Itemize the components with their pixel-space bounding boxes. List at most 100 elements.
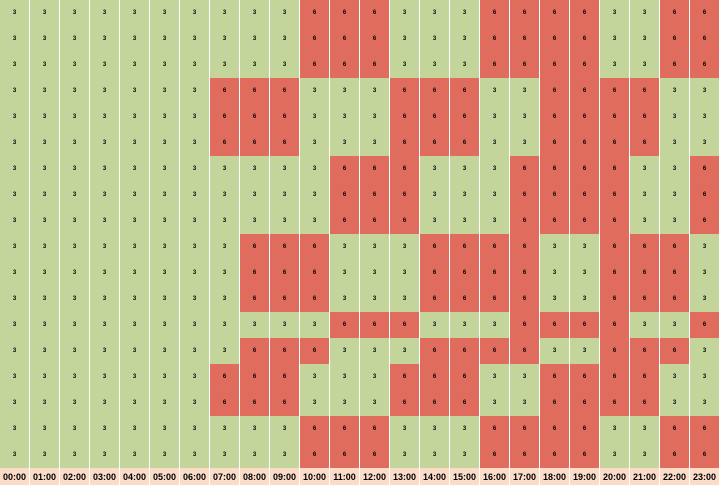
x-tick-label: 02:00 — [60, 468, 90, 485]
heatmap-cell: 6 — [270, 130, 300, 156]
heatmap-cell: 6 — [360, 208, 390, 234]
heatmap-cell: 3 — [60, 442, 90, 468]
heatmap-cell: 3 — [0, 338, 30, 364]
heatmap-cell: 3 — [420, 416, 450, 442]
heatmap-cell: 3 — [270, 0, 300, 26]
heatmap-cell: 3 — [450, 0, 480, 26]
heatmap-cell: 3 — [360, 260, 390, 286]
heatmap-cell: 6 — [660, 26, 690, 52]
heatmap-cell: 3 — [420, 52, 450, 78]
heatmap-cell: 3 — [630, 26, 660, 52]
heatmap-cell: 3 — [660, 390, 690, 416]
heatmap-cell: 3 — [660, 156, 690, 182]
heatmap-cell: 3 — [690, 104, 720, 130]
heatmap-cell: 3 — [30, 416, 60, 442]
heatmap-cell: 3 — [120, 52, 150, 78]
heatmap-cell: 3 — [480, 130, 510, 156]
heatmap-cell: 3 — [390, 442, 420, 468]
heatmap-cell: 3 — [120, 312, 150, 338]
heatmap-cell: 3 — [600, 0, 630, 26]
heatmap-cell: 3 — [660, 130, 690, 156]
heatmap-cell: 3 — [330, 260, 360, 286]
heatmap-cell: 6 — [660, 338, 690, 364]
heatmap-cell: 3 — [30, 338, 60, 364]
heatmap-cell: 6 — [450, 260, 480, 286]
heatmap-cell: 3 — [180, 130, 210, 156]
heatmap-cell: 3 — [330, 364, 360, 390]
heatmap-cell: 6 — [570, 26, 600, 52]
heatmap-cell: 6 — [570, 182, 600, 208]
heatmap-cell: 3 — [150, 182, 180, 208]
heatmap-cell: 3 — [240, 26, 270, 52]
heatmap-cell: 6 — [330, 182, 360, 208]
heatmap-cell: 3 — [90, 78, 120, 104]
heatmap-cell: 6 — [240, 286, 270, 312]
heatmap-cell: 3 — [630, 312, 660, 338]
heatmap-cell: 6 — [390, 156, 420, 182]
heatmap-cell: 6 — [270, 234, 300, 260]
heatmap-cell: 6 — [570, 442, 600, 468]
heatmap-cell: 3 — [300, 182, 330, 208]
heatmap-cell: 6 — [360, 0, 390, 26]
heatmap-cell: 3 — [0, 260, 30, 286]
heatmap-cell: 6 — [270, 260, 300, 286]
heatmap-cell: 3 — [510, 364, 540, 390]
heatmap-cell: 6 — [300, 260, 330, 286]
x-tick-label: 11:00 — [330, 468, 360, 485]
heatmap-cell: 6 — [660, 234, 690, 260]
heatmap-cell: 3 — [270, 52, 300, 78]
heatmap-cell: 3 — [60, 416, 90, 442]
heatmap-cell: 3 — [540, 286, 570, 312]
heatmap-cell: 3 — [300, 390, 330, 416]
heatmap-cell: 6 — [240, 364, 270, 390]
heatmap-cell: 3 — [210, 234, 240, 260]
heatmap-cell: 3 — [450, 312, 480, 338]
heatmap-cell: 6 — [360, 52, 390, 78]
heatmap-cell: 6 — [330, 0, 360, 26]
heatmap-cell: 3 — [630, 182, 660, 208]
heatmap-cell: 3 — [30, 104, 60, 130]
heatmap-cell: 6 — [240, 390, 270, 416]
heatmap-cell: 6 — [630, 130, 660, 156]
heatmap-cell: 3 — [480, 78, 510, 104]
heatmap-cell: 6 — [420, 104, 450, 130]
x-tick-label: 01:00 — [30, 468, 60, 485]
heatmap-cell: 3 — [0, 416, 30, 442]
heatmap-cell: 3 — [90, 286, 120, 312]
heatmap-cell: 6 — [510, 312, 540, 338]
heatmap-cell: 3 — [420, 0, 450, 26]
heatmap-cell: 3 — [180, 182, 210, 208]
heatmap-cell: 3 — [660, 78, 690, 104]
heatmap-cell: 6 — [540, 390, 570, 416]
heatmap-cell: 6 — [600, 234, 630, 260]
heatmap-cell: 6 — [510, 182, 540, 208]
x-tick-label: 19:00 — [570, 468, 600, 485]
heatmap-cell: 6 — [450, 338, 480, 364]
heatmap-cell: 6 — [300, 338, 330, 364]
heatmap-cell: 6 — [600, 390, 630, 416]
heatmap-cell: 6 — [510, 416, 540, 442]
heatmap-cell: 3 — [60, 260, 90, 286]
heatmap-cell: 3 — [450, 442, 480, 468]
heatmap-cell: 3 — [270, 442, 300, 468]
heatmap-cell: 3 — [240, 0, 270, 26]
heatmap-cell: 3 — [450, 52, 480, 78]
heatmap-cell: 3 — [450, 416, 480, 442]
heatmap-cell: 3 — [360, 130, 390, 156]
heatmap-cell: 6 — [600, 78, 630, 104]
heatmap-cell: 3 — [330, 390, 360, 416]
heatmap-cell: 6 — [660, 260, 690, 286]
heatmap-cell: 3 — [630, 416, 660, 442]
heatmap-cell: 3 — [30, 78, 60, 104]
heatmap-cell: 3 — [30, 182, 60, 208]
heatmap-cell: 3 — [120, 130, 150, 156]
heatmap-cell: 6 — [270, 78, 300, 104]
heatmap-cell: 6 — [630, 234, 660, 260]
heatmap-cell: 3 — [210, 416, 240, 442]
heatmap-cell: 3 — [30, 130, 60, 156]
heatmap-cell: 3 — [330, 338, 360, 364]
heatmap-cell: 6 — [330, 52, 360, 78]
heatmap-cell: 3 — [150, 208, 180, 234]
x-tick-label: 20:00 — [600, 468, 630, 485]
